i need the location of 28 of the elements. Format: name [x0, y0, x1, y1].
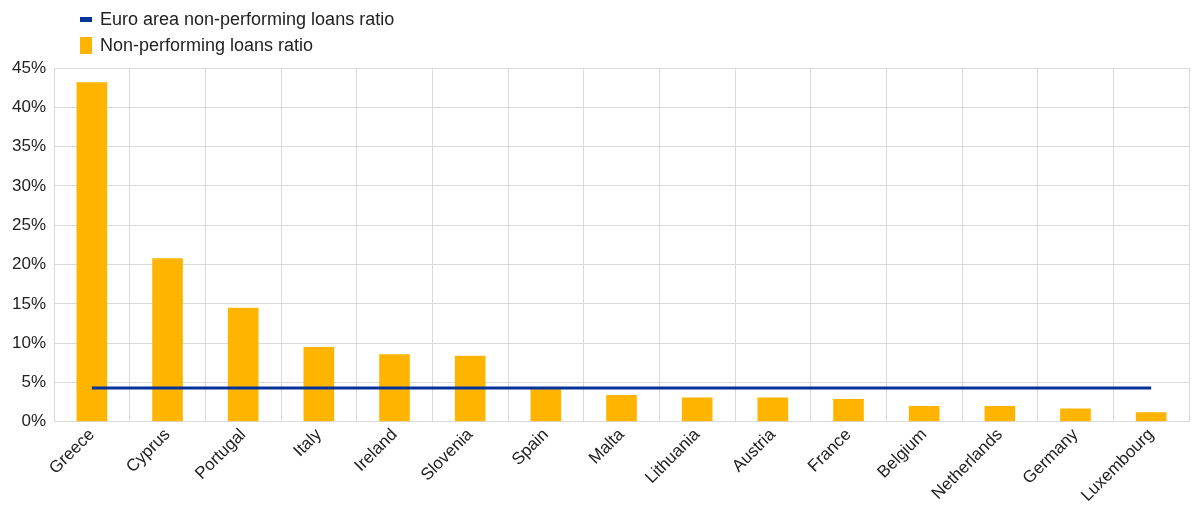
bar [908, 406, 940, 422]
bar [1060, 408, 1091, 422]
bar [303, 347, 335, 422]
y-tick-label: 30% [11, 175, 47, 195]
bar [1135, 412, 1167, 422]
y-tick-label: 5% [21, 372, 47, 392]
y-tick-label: 25% [11, 214, 47, 234]
x-tick-label: Italy [289, 424, 326, 461]
y-tick-label: 45% [11, 57, 47, 77]
y-tick-label: 35% [11, 136, 47, 156]
bar [379, 354, 410, 422]
legend-label: Non-performing loans ratio [100, 34, 314, 56]
bar [227, 307, 259, 422]
bar [681, 397, 713, 422]
legend-label: Euro area non-performing loans ratio [100, 8, 395, 30]
y-tick-label: 20% [11, 254, 47, 274]
bar [606, 395, 637, 422]
y-tick-label: 0% [21, 411, 47, 431]
bar [530, 388, 562, 422]
bar [454, 355, 486, 422]
bar [833, 398, 864, 422]
y-tick-label: 15% [11, 293, 47, 313]
bar [757, 397, 789, 422]
y-tick-label: 10% [11, 332, 47, 352]
bar [984, 406, 1016, 422]
bar [152, 258, 183, 422]
bar [76, 82, 108, 422]
y-tick-label: 40% [11, 96, 47, 116]
